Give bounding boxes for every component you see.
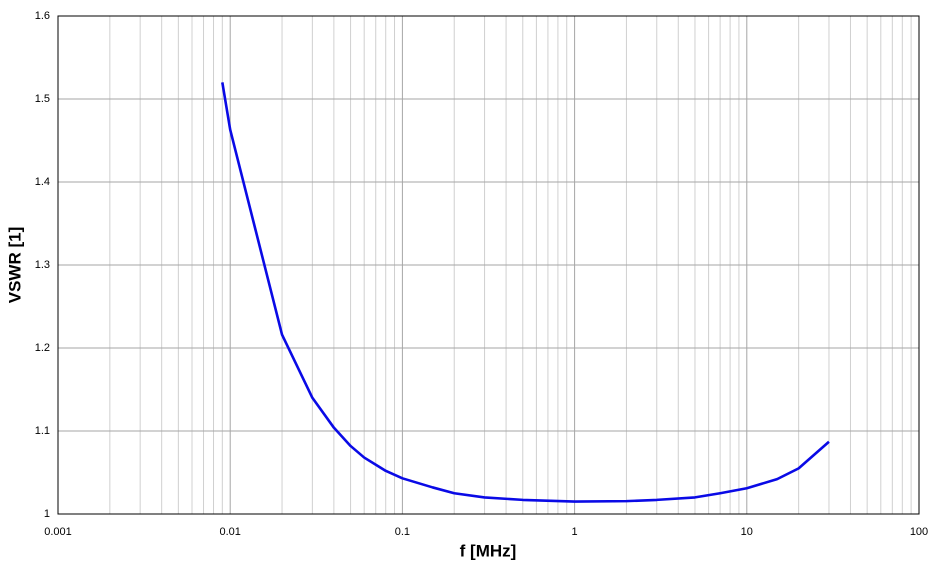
x-tick-label: 0.1 [395, 526, 410, 538]
x-tick-label: 1 [572, 526, 578, 538]
y-tick-label: 1.1 [35, 425, 50, 437]
y-tick-label: 1.6 [35, 10, 50, 22]
x-tick-label: 0.001 [44, 526, 72, 538]
y-tick-label: 1.5 [35, 93, 50, 105]
y-tick-label: 1.4 [35, 176, 50, 188]
line [221, 82, 830, 503]
y-tick-label: 1 [44, 508, 50, 520]
x-tick-label: 10 [741, 526, 753, 538]
y-tick-label: 1.2 [35, 342, 50, 354]
x-axis-title: f [MHz] [460, 541, 517, 560]
x-tick-label: 100 [910, 526, 928, 538]
y-tick-label: 1.3 [35, 259, 50, 271]
x-tick-label: 0.01 [219, 526, 240, 538]
plot-frame [57, 15, 920, 515]
y-axis-title: VSWR [1] [5, 227, 24, 304]
